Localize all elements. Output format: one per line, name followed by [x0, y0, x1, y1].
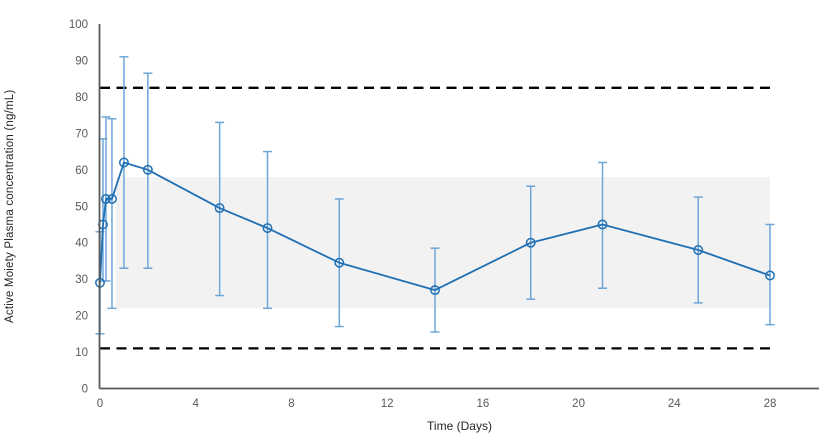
data-point-marker: [118, 157, 129, 168]
y-tick-label: 100: [69, 19, 88, 31]
x-axis-title: Time (Days): [427, 419, 492, 433]
y-tick-label: 0: [82, 384, 88, 396]
data-point-marker: [597, 219, 608, 230]
x-tick-label: 16: [476, 398, 489, 410]
y-tick-label: 20: [75, 311, 88, 323]
data-point-marker: [107, 194, 117, 204]
data-point-marker: [262, 223, 273, 234]
x-tick-label: 20: [572, 398, 585, 410]
data-point-marker: [214, 203, 225, 214]
y-tick-label: 40: [75, 238, 88, 250]
data-point-marker: [101, 194, 111, 204]
y-tick-label: 50: [75, 201, 88, 213]
y-tick-label: 90: [75, 55, 88, 67]
y-tick-label: 70: [75, 128, 88, 140]
y-tick-label: 10: [75, 347, 88, 359]
data-point-marker: [430, 285, 440, 296]
y-axis-title: Active Moiety Plasma concentration (ng/m…: [4, 89, 16, 323]
x-tick-label: 12: [381, 398, 394, 410]
data-point-marker: [142, 164, 153, 175]
series-line: [99, 161, 771, 291]
y-tick-label: 30: [75, 274, 88, 286]
data-point-marker: [525, 237, 536, 248]
y-tick-label: 80: [75, 92, 88, 104]
x-tick-label: 4: [193, 398, 200, 410]
data-point-marker: [693, 245, 704, 255]
data-point-marker: [765, 270, 775, 281]
y-tick-label: 60: [75, 165, 88, 177]
x-tick-label: 28: [764, 398, 777, 410]
x-tick-label: 24: [668, 398, 681, 410]
x-tick-label: 8: [288, 398, 294, 410]
data-point-marker: [334, 257, 345, 268]
x-tick-label: 0: [97, 398, 103, 410]
